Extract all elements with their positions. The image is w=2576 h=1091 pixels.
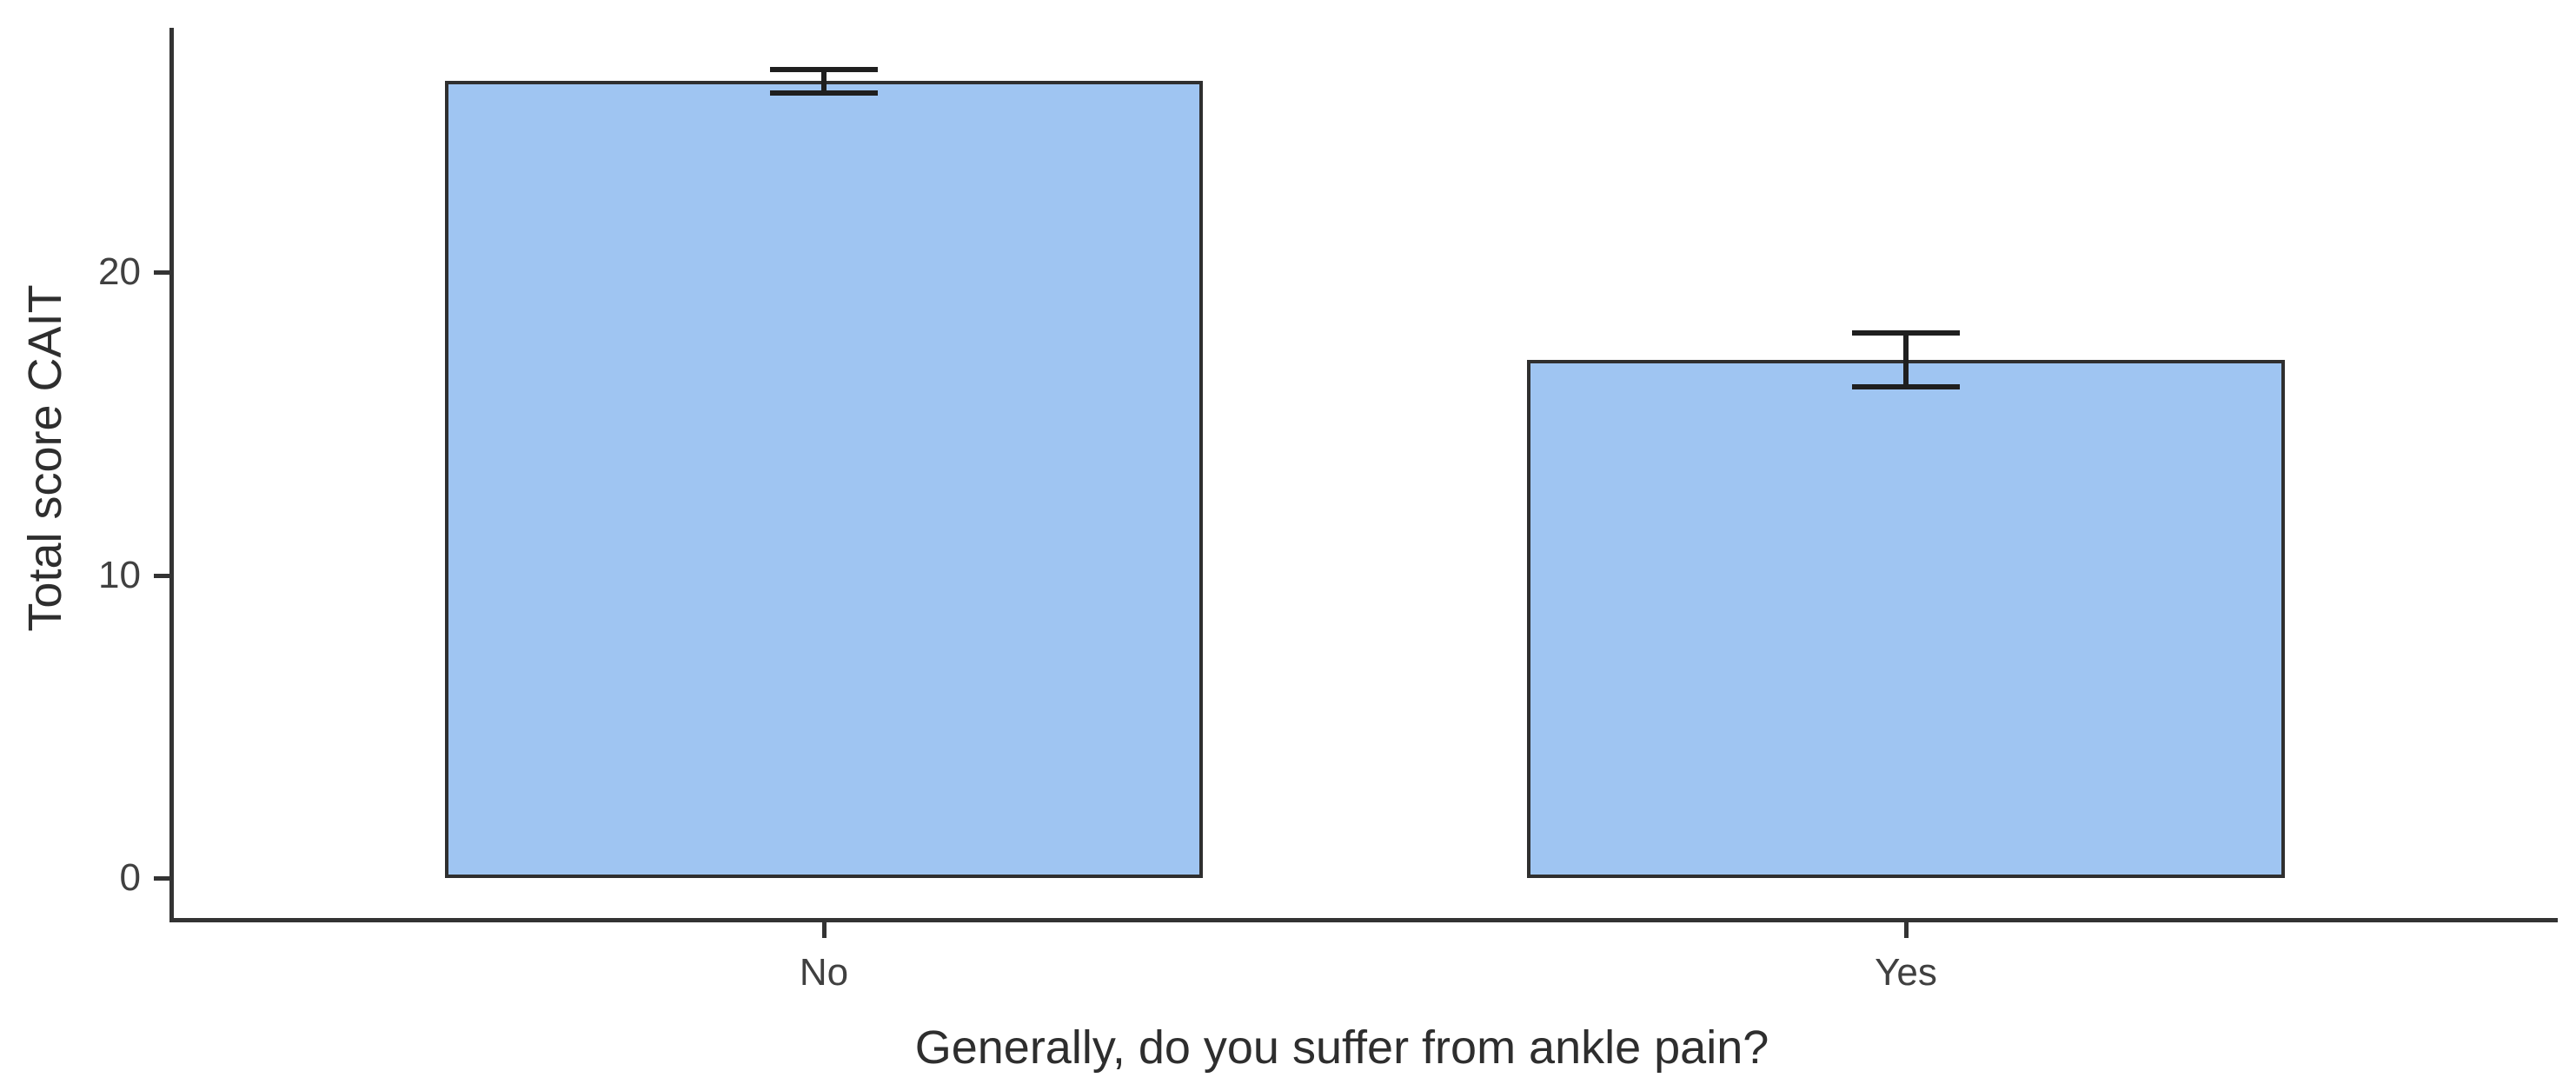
error-bar-cap-top-no [770, 66, 878, 72]
x-tick-label-yes: Yes [1875, 951, 1937, 994]
y-tick-label: 10 [98, 553, 141, 596]
error-bar-cap-top-yes [1852, 329, 1960, 336]
y-tick-label: 0 [119, 856, 141, 899]
error-bar-cap-bottom-yes [1852, 384, 1960, 390]
y-tick-mark [154, 876, 169, 881]
x-axis-title: Generally, do you suffer from ankle pain… [914, 1021, 1769, 1074]
y-tick-label: 20 [98, 250, 141, 293]
y-axis-line [169, 28, 174, 922]
x-tick-label-no: No [799, 951, 849, 994]
bar-yes [1527, 360, 2285, 878]
x-axis-line [169, 918, 2558, 922]
x-tick-mark [1903, 922, 1909, 938]
bar-no [445, 81, 1203, 878]
error-bar-stem-no [821, 69, 827, 94]
x-tick-mark [821, 922, 827, 938]
y-tick-mark [154, 270, 169, 275]
error-bar-stem-yes [1903, 332, 1909, 388]
error-bar-cap-bottom-no [770, 90, 878, 96]
y-tick-mark [154, 573, 169, 578]
